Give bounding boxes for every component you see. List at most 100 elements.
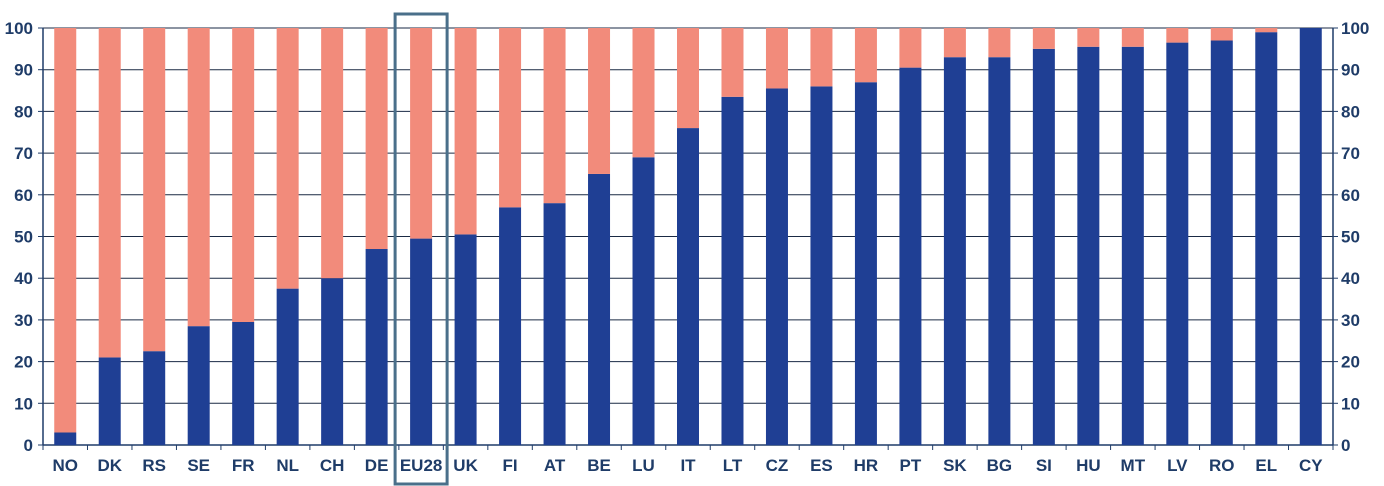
bar-DK-series-0 bbox=[98, 357, 121, 445]
bar-UK-series-1 bbox=[454, 28, 477, 235]
bar-SK-series-1 bbox=[943, 28, 966, 58]
bar-CY-series-0 bbox=[1299, 28, 1322, 445]
bar-CH-series-0 bbox=[321, 278, 344, 445]
bar-AT-series-1 bbox=[543, 28, 566, 204]
bar-HU-series-0 bbox=[1077, 46, 1100, 445]
x-label-FI: FI bbox=[503, 456, 518, 475]
y-tick-left-40: 40 bbox=[14, 269, 33, 288]
bars bbox=[54, 28, 1322, 446]
bar-RS-series-0 bbox=[143, 351, 166, 445]
bar-BE-series-1 bbox=[588, 28, 611, 174]
x-label-CY: CY bbox=[1299, 456, 1323, 475]
x-label-EL: EL bbox=[1255, 456, 1277, 475]
y-tick-right-0: 0 bbox=[1341, 436, 1350, 455]
x-label-DK: DK bbox=[97, 456, 122, 475]
x-label-EU28: EU28 bbox=[400, 456, 443, 475]
x-label-DE: DE bbox=[365, 456, 389, 475]
x-label-UK: UK bbox=[453, 456, 478, 475]
x-label-LV: LV bbox=[1167, 456, 1188, 475]
bar-IT-series-1 bbox=[677, 28, 699, 129]
bar-LV-series-0 bbox=[1166, 42, 1189, 445]
bar-FR-series-0 bbox=[232, 321, 255, 445]
bar-BG-series-0 bbox=[988, 57, 1011, 445]
y-tick-right-70: 70 bbox=[1341, 144, 1360, 163]
x-label-SE: SE bbox=[187, 456, 210, 475]
y-tick-right-80: 80 bbox=[1341, 102, 1360, 121]
x-label-NO: NO bbox=[52, 456, 78, 475]
bar-LV-series-1 bbox=[1166, 28, 1189, 43]
bar-CH-series-1 bbox=[321, 28, 344, 279]
y-tick-right-40: 40 bbox=[1341, 269, 1360, 288]
bar-BE-series-0 bbox=[588, 173, 611, 445]
x-label-RS: RS bbox=[142, 456, 166, 475]
bar-MT-series-0 bbox=[1121, 46, 1144, 445]
bar-ES-series-0 bbox=[810, 86, 833, 445]
x-label-SK: SK bbox=[943, 456, 967, 475]
bar-PT-series-1 bbox=[899, 28, 922, 68]
bar-RO-series-0 bbox=[1210, 40, 1233, 445]
y-tick-right-60: 60 bbox=[1341, 186, 1360, 205]
x-label-RO: RO bbox=[1209, 456, 1235, 475]
x-label-HR: HR bbox=[854, 456, 879, 475]
y-tick-left-0: 0 bbox=[24, 436, 33, 455]
x-label-LU: LU bbox=[632, 456, 655, 475]
bar-EL-series-0 bbox=[1255, 32, 1278, 446]
bar-LT-series-0 bbox=[721, 96, 744, 446]
y-tick-right-100: 100 bbox=[1341, 19, 1369, 38]
bar-CZ-series-0 bbox=[765, 88, 788, 445]
bar-HR-series-1 bbox=[854, 28, 877, 83]
x-label-CZ: CZ bbox=[766, 456, 789, 475]
highlight-box-EU28 bbox=[393, 12, 449, 486]
y-tick-left-70: 70 bbox=[14, 144, 33, 163]
bar-EU28-series-0 bbox=[410, 238, 433, 445]
y-tick-left-50: 50 bbox=[14, 228, 33, 247]
y-tick-left-60: 60 bbox=[14, 186, 33, 205]
x-label-BG: BG bbox=[987, 456, 1013, 475]
bar-LT-series-1 bbox=[721, 28, 744, 97]
y-axis-left: 0 10 20 30 40 50 60 70 80 90 100 bbox=[5, 19, 43, 455]
x-label-CH: CH bbox=[320, 456, 345, 475]
bar-AT-series-0 bbox=[543, 203, 566, 445]
x-label-PT: PT bbox=[900, 456, 922, 475]
bar-NL-series-0 bbox=[276, 288, 299, 445]
bar-HU-series-1 bbox=[1077, 28, 1100, 47]
bar-UK-series-0 bbox=[454, 234, 477, 445]
y-tick-left-100: 100 bbox=[5, 19, 33, 38]
bar-EU28-series-1 bbox=[410, 28, 433, 239]
bar-NO-series-1 bbox=[54, 28, 77, 433]
bar-LU-series-1 bbox=[632, 28, 655, 158]
bar-HR-series-0 bbox=[854, 82, 877, 446]
bar-NL-series-1 bbox=[276, 28, 299, 289]
bar-FI-series-1 bbox=[499, 28, 522, 208]
bar-RS-series-1 bbox=[143, 28, 166, 352]
y-tick-left-30: 30 bbox=[14, 311, 33, 330]
bar-BG-series-1 bbox=[988, 28, 1011, 58]
x-label-NL: NL bbox=[276, 456, 299, 475]
bar-DK-series-1 bbox=[98, 28, 121, 358]
bar-FI-series-0 bbox=[499, 207, 522, 445]
x-label-ES: ES bbox=[810, 456, 833, 475]
bar-NO-series-0 bbox=[54, 432, 77, 445]
bar-EL-series-1 bbox=[1255, 28, 1278, 33]
y-tick-right-50: 50 bbox=[1341, 228, 1360, 247]
bar-LU-series-0 bbox=[632, 157, 655, 445]
y-tick-left-20: 20 bbox=[14, 353, 33, 372]
bar-MT-series-1 bbox=[1121, 28, 1144, 47]
y-tick-right-90: 90 bbox=[1341, 61, 1360, 80]
bar-SE-series-1 bbox=[187, 28, 210, 327]
bar-PT-series-0 bbox=[899, 67, 922, 446]
x-label-IT: IT bbox=[680, 456, 696, 475]
bar-SK-series-0 bbox=[943, 57, 966, 445]
bar-IT-series-0 bbox=[677, 128, 699, 445]
bar-DE-series-1 bbox=[365, 28, 388, 250]
x-label-FR: FR bbox=[232, 456, 255, 475]
x-label-MT: MT bbox=[1121, 456, 1146, 475]
x-label-SI: SI bbox=[1036, 456, 1052, 475]
y-axis-right: 0 10 20 30 40 50 60 70 80 90 100 bbox=[1333, 19, 1369, 455]
x-label-HU: HU bbox=[1076, 456, 1101, 475]
x-label-AT: AT bbox=[544, 456, 566, 475]
bar-ES-series-1 bbox=[810, 28, 833, 87]
highlight-box bbox=[393, 12, 449, 486]
x-label-LT: LT bbox=[723, 456, 743, 475]
